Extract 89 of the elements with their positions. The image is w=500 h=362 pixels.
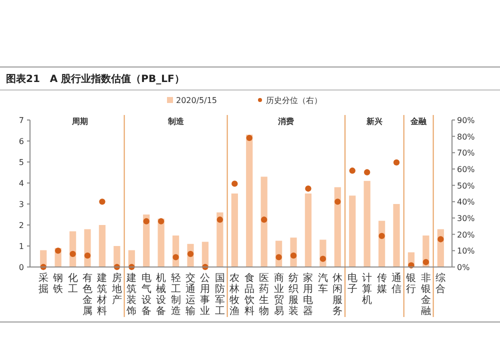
y2-tick-label: 50% (457, 181, 476, 190)
y2-tick-label: 90% (457, 116, 476, 125)
point (349, 168, 356, 174)
x-tick-label: 国防军工 (214, 273, 225, 317)
y-tick-label: 6 (18, 137, 24, 146)
point (276, 254, 282, 260)
y-tick-label: 2 (18, 221, 24, 230)
bar (216, 212, 224, 267)
point (99, 198, 106, 205)
y-tick-label: 4 (18, 179, 24, 188)
point (305, 186, 312, 192)
x-tick-label: 电子 (347, 272, 358, 295)
y2-tick-label: 10% (457, 246, 476, 256)
bar (349, 196, 356, 267)
x-tick-label: 化工 (68, 272, 78, 295)
point (364, 169, 370, 176)
x-tick-label: 农林牧渔 (228, 273, 240, 317)
point (260, 216, 268, 223)
point (320, 256, 326, 262)
x-tick-label: 家用电器 (303, 272, 314, 317)
point (290, 252, 297, 259)
x-tick-label: 建筑装饰 (126, 272, 137, 317)
bar (393, 204, 400, 267)
point (438, 236, 444, 242)
bar (246, 134, 253, 267)
bar (260, 176, 268, 267)
point (54, 248, 62, 254)
bar (378, 220, 386, 267)
x-tick-label: 房地产 (110, 272, 122, 306)
x-tick-label: 商业贸易 (274, 272, 284, 317)
x-tick-label: 综合 (436, 272, 446, 295)
y2-tick-label: 80% (457, 132, 476, 142)
x-tick-label: 钢铁 (52, 273, 64, 295)
y2-tick-label: 30% (457, 214, 476, 223)
y2-tick-label: 0% (457, 263, 470, 272)
y-tick-label: 7 (18, 116, 24, 125)
x-tick-label: 电气设备 (141, 272, 152, 317)
x-tick-label: 轻工制造 (170, 272, 181, 317)
y2-tick-label: 60% (457, 165, 476, 174)
x-tick-label: 银行 (405, 273, 416, 295)
x-tick-label: 采掘 (38, 272, 48, 295)
legend-label: 2020/5/15 (176, 96, 218, 105)
point (378, 232, 385, 240)
point (158, 218, 164, 224)
bar (143, 214, 150, 267)
bar (364, 180, 370, 267)
y2-tick-label: 40% (457, 198, 476, 207)
bar (98, 225, 106, 267)
x-tick-label: 通信 (392, 272, 402, 295)
legend-label: 历史分位（右） (266, 96, 322, 105)
x-tick-label: 传媒 (376, 273, 387, 295)
annotation: 消费 (277, 117, 294, 126)
point (187, 250, 194, 258)
annotation: 制造 (166, 117, 185, 126)
bar (231, 194, 238, 267)
x-tick-label: 机械设备 (156, 272, 166, 317)
x-tick-label: 纺织服装 (288, 272, 298, 317)
point (232, 180, 238, 187)
y-tick-label: 3 (18, 200, 24, 209)
x-tick-label: 休闲服务 (332, 273, 343, 317)
x-tick-label: 建筑材料 (96, 272, 108, 317)
bar (334, 187, 341, 267)
point (393, 159, 400, 166)
y-tick-label: 0 (18, 263, 24, 272)
x-tick-label: 食品饮料 (243, 272, 254, 317)
x-tick-label: 计算机 (362, 272, 372, 306)
point (246, 134, 252, 142)
point (70, 250, 76, 258)
point (84, 252, 91, 259)
x-tick-label: 医药生物 (259, 273, 270, 317)
chart-title: 图表21 A 股行业指数估值（PB_LF） (6, 73, 184, 85)
point (172, 254, 179, 260)
x-tick-label: 有色金属 (82, 272, 92, 317)
x-tick-label: 公用事业 (200, 272, 210, 317)
point (216, 216, 224, 223)
annotation: 新兴 (365, 116, 382, 126)
annotation: 金融 (410, 117, 428, 126)
y2-tick-label: 70% (457, 148, 476, 158)
y-tick-label: 5 (18, 158, 24, 167)
y-tick-label: 1 (18, 242, 24, 251)
annotation: 周期 (71, 117, 88, 126)
x-tick-label: 非银金融 (420, 272, 431, 317)
point (143, 218, 150, 224)
y2-tick-label: 20% (457, 230, 476, 240)
point (334, 198, 341, 205)
point (422, 259, 430, 266)
x-tick-label: 汽车 (318, 272, 328, 295)
x-tick-label: 交通运输 (186, 272, 196, 317)
bar (304, 194, 312, 267)
